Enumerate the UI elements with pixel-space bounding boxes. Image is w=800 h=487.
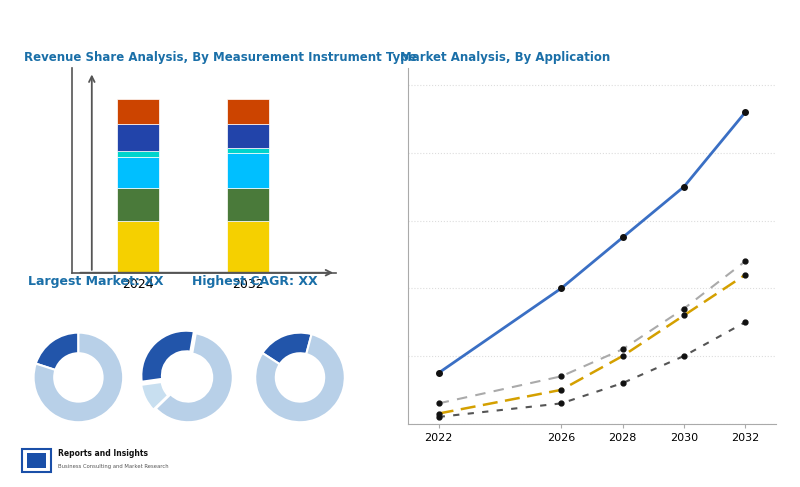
Bar [227,99,269,124]
Wedge shape [262,333,311,364]
Wedge shape [255,334,345,422]
Text: Largest Market: XX: Largest Market: XX [28,275,163,288]
Wedge shape [156,333,233,422]
Text: Highest CAGR: XX: Highest CAGR: XX [192,275,318,288]
Bar [227,153,269,188]
Bar [227,124,269,148]
Bar [117,188,159,221]
Bar [227,188,269,221]
Wedge shape [36,333,78,370]
Bar [117,99,159,124]
Text: Reports and Insights: Reports and Insights [58,450,148,458]
Bar [22,449,51,472]
Bar [117,221,159,273]
Bar [227,148,269,153]
Wedge shape [142,382,168,410]
Bar [27,453,46,468]
Wedge shape [34,333,123,422]
Text: Revenue Share Analysis, By Measurement Instrument Type: Revenue Share Analysis, By Measurement I… [24,51,417,64]
Bar [117,157,159,188]
Text: Market Analysis, By Application: Market Analysis, By Application [400,51,610,64]
Bar [227,221,269,273]
Bar [117,124,159,151]
Text: Business Consulting and Market Research: Business Consulting and Market Research [58,464,168,468]
Wedge shape [142,331,194,382]
Bar [117,151,159,157]
Text: GLOBAL ELECTRICAL MEASURING INSTRUMENT MARKET SEGMENT ANALYSIS: GLOBAL ELECTRICAL MEASURING INSTRUMENT M… [14,16,646,31]
